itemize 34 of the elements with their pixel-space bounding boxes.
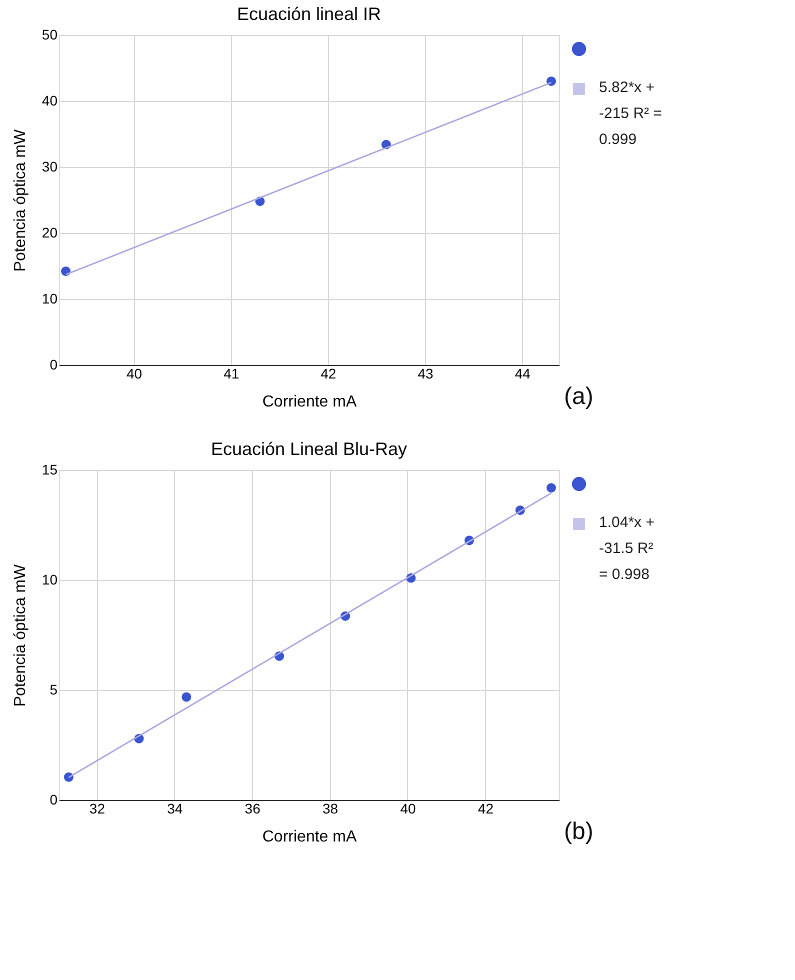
text: (b) <box>564 818 594 845</box>
y-tick-label: 10 <box>42 572 58 588</box>
y-tick-label: 30 <box>42 158 58 174</box>
x-tick-label: 36 <box>244 800 261 816</box>
y-tick-label: 50 <box>42 26 58 42</box>
x-axis-title: Corriente mA <box>262 394 357 410</box>
point <box>182 692 192 702</box>
y-tick-label: 5 <box>50 682 58 698</box>
x-tick-label: 41 <box>224 366 240 382</box>
y-tick-label: 15 <box>42 462 58 478</box>
x-axis-title: Corriente mA <box>262 828 357 846</box>
point <box>546 483 556 493</box>
x-tick-label: 34 <box>167 800 183 816</box>
x-tick-label: 40 <box>126 366 142 382</box>
y-tick-label: 20 <box>42 224 58 240</box>
x-tick-label: 42 <box>478 800 494 816</box>
chart-title: Ecuación lineal IR <box>236 4 382 24</box>
y-tick-label: 10 <box>42 290 58 306</box>
y-axis-title: Potencia óptica mW <box>12 563 29 707</box>
x-tick-label: 32 <box>89 800 106 816</box>
x-tick-label: 38 <box>322 800 338 816</box>
text: (a) <box>564 383 594 410</box>
x-tick-label: 44 <box>514 366 531 382</box>
legend-label: 5.82*x + -215 R² = 0.999 <box>599 79 662 148</box>
y-tick-label: 40 <box>42 92 58 108</box>
x-tick-label: 43 <box>418 366 434 382</box>
legend-label: 1.04*x + -31.5 R² = 0.998 <box>599 514 655 583</box>
y-tick-label: 0 <box>50 356 58 372</box>
point <box>546 76 556 86</box>
x-tick-label: 40 <box>400 800 416 816</box>
x-tick-label: 42 <box>320 366 336 382</box>
y-axis-title: Potencia óptica mW <box>12 128 29 272</box>
chart-title: Ecuación Lineal Blu-Ray <box>210 439 408 459</box>
y-tick-label: 0 <box>50 792 58 808</box>
